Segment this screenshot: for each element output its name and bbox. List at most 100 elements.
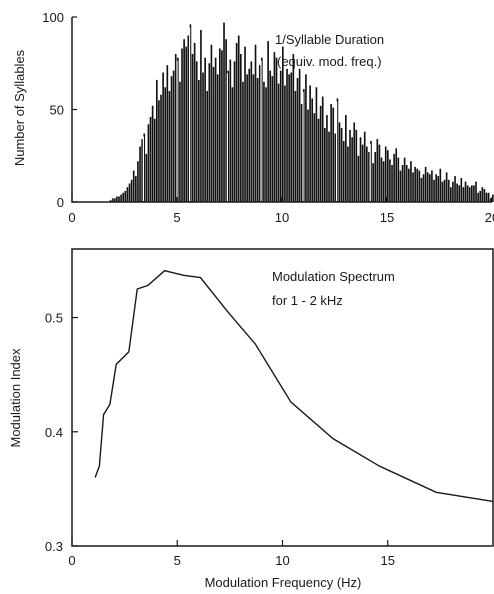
histogram-bar [269, 70, 272, 203]
histogram-bar [147, 124, 150, 202]
histogram-bar [162, 72, 164, 202]
histogram-bar [279, 70, 282, 203]
histogram-bar [231, 87, 234, 202]
histogram-bar [191, 54, 194, 202]
histogram-bar [387, 150, 389, 202]
histogram-bar [389, 159, 391, 202]
histogram-bar [351, 137, 353, 202]
histogram-bar [261, 57, 263, 203]
histogram-bar [319, 105, 322, 202]
histogram-annotation-line2: (equiv. mod. freq.) [277, 54, 382, 69]
histogram-bar [429, 174, 431, 202]
histogram-bar [143, 133, 146, 202]
histogram-bar [426, 172, 429, 202]
histogram-bar [471, 185, 473, 202]
histogram-bar [492, 194, 494, 202]
histogram-bar [235, 42, 238, 203]
histogram-bar [311, 98, 314, 202]
histogram-bar [135, 176, 137, 202]
histogram-bar [294, 91, 297, 202]
histogram-bar [200, 29, 202, 203]
histogram-bar [240, 54, 242, 202]
histogram-bar [342, 140, 345, 202]
histogram-bar [403, 157, 406, 202]
spectrum-y-axis-label: Modulation Index [8, 348, 23, 448]
spectrum-x-tick-label: 0 [68, 553, 75, 568]
histogram-bar [397, 157, 400, 202]
histogram-bar [288, 74, 290, 202]
histogram-bar [372, 163, 374, 202]
histogram-bar [286, 68, 288, 202]
histogram-bar [378, 144, 381, 202]
histogram-bar [160, 94, 162, 202]
histogram-bar [183, 39, 185, 203]
histogram-bar [298, 68, 301, 202]
histogram-bar [416, 168, 419, 202]
histogram-gaps [142, 27, 371, 201]
histogram-bar [124, 190, 127, 202]
histogram-bar [187, 35, 190, 202]
histogram-bar [156, 79, 158, 202]
histogram-bar [198, 79, 200, 202]
histogram-bar [353, 122, 356, 202]
histogram-bar [321, 96, 324, 202]
histogram-bar [267, 41, 269, 202]
spectrum-y-tick-label: 0.5 [45, 311, 63, 326]
histogram-bar [214, 57, 217, 203]
histogram-bar [145, 153, 148, 202]
histogram-bar [185, 46, 188, 202]
histogram-bar [179, 81, 181, 202]
histogram-bar [164, 87, 167, 202]
histogram-bar [418, 170, 421, 202]
histogram-bar [195, 61, 198, 203]
histogram-bar [410, 161, 412, 202]
histogram-bar [137, 161, 139, 202]
histogram-bar [141, 139, 143, 202]
histogram-bar [284, 85, 286, 202]
histogram-bar [326, 115, 328, 202]
histogram-bar [282, 46, 284, 202]
histogram-bar [483, 189, 486, 202]
histogram-bar [204, 57, 206, 203]
histogram-bar [258, 65, 261, 202]
histogram-bar [433, 179, 435, 202]
histogram-bar [296, 78, 299, 202]
histogram-bar [473, 185, 475, 202]
histogram-bar [120, 194, 122, 202]
histogram-bar [122, 192, 125, 202]
histogram-bar [357, 155, 360, 202]
histogram-bar [347, 146, 349, 202]
histogram-y-axis-label: Number of Syllables [12, 49, 27, 166]
histogram-bar [462, 187, 465, 202]
histogram-bar [114, 198, 116, 202]
histogram-x-tick-label: 10 [275, 210, 289, 225]
histogram-bar [263, 81, 265, 202]
histogram-bar [210, 44, 213, 202]
histogram-bar [443, 179, 446, 202]
histogram-bar [447, 179, 450, 202]
histogram-bar [458, 185, 461, 202]
histogram-bar [349, 129, 351, 202]
histogram-bar [485, 192, 488, 202]
histogram-bar [370, 140, 372, 202]
histogram-bar [151, 105, 154, 202]
histogram-bar [172, 70, 175, 203]
histogram-bar [391, 165, 393, 202]
histogram-bar [382, 161, 385, 202]
histogram-bar [132, 170, 135, 202]
histogram-y-ticks: 0 50 100 [42, 10, 77, 210]
histogram-bar [424, 166, 427, 202]
histogram-bar [355, 129, 358, 202]
histogram-bar [359, 137, 362, 202]
histogram-bar [252, 74, 255, 202]
spectrum-x-ticks: 0 5 10 15 [68, 540, 395, 568]
histogram-y-tick-label: 0 [57, 195, 64, 210]
histogram-bar [149, 116, 152, 202]
histogram-bar [212, 66, 215, 202]
histogram-bar [468, 187, 471, 202]
histogram-bar [168, 91, 171, 202]
histogram-bar [464, 181, 467, 202]
histogram-bar [229, 59, 232, 202]
histogram-bar [334, 133, 337, 202]
histogram-bar [332, 107, 335, 202]
